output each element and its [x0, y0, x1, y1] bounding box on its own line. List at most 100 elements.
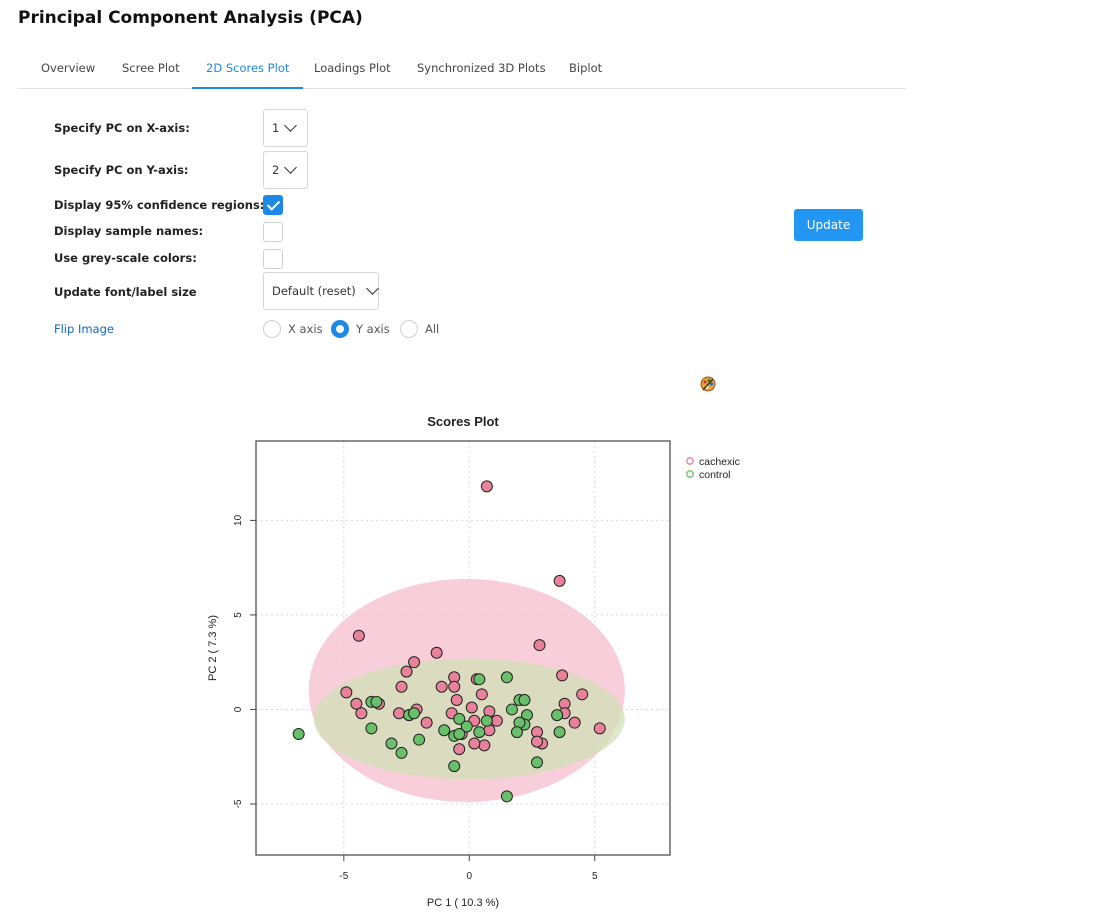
control-point: [413, 733, 426, 746]
cachexic-point: [420, 716, 433, 729]
cachexic-point: [533, 639, 546, 652]
cachexic-point: [478, 739, 491, 752]
control-point: [500, 790, 513, 803]
control-point: [448, 760, 461, 773]
confidence-regions-checkbox[interactable]: [263, 195, 283, 215]
tab-bar: Overview Scree Plot 2D Scores Plot Loadi…: [18, 50, 906, 89]
x-axis-ticks: -5 0 5: [339, 855, 598, 882]
flip-y-radio[interactable]: [331, 320, 349, 338]
cachexic-point: [350, 697, 363, 710]
control-point: [473, 726, 486, 739]
cachexic-point: [490, 714, 503, 727]
flip-all-label: All: [425, 322, 440, 336]
tab-loadings-plot[interactable]: Loadings Plot: [314, 61, 391, 75]
cachexic-point: [435, 680, 448, 693]
palette-icon[interactable]: [700, 376, 716, 392]
cachexic-point: [448, 680, 461, 693]
tab-biplot[interactable]: Biplot: [569, 61, 603, 75]
control-point: [395, 746, 408, 759]
control-point: [473, 673, 486, 686]
confidence-regions-label: Display 95% confidence regions:: [54, 198, 265, 212]
flip-image-label: Flip Image: [54, 322, 114, 336]
cachexic-point: [531, 735, 544, 748]
plot-frame: [255, 440, 671, 856]
x-tick-label: -5: [339, 871, 348, 882]
control-point: [365, 722, 378, 735]
flip-x-radio[interactable]: [263, 320, 281, 338]
control-point: [500, 671, 513, 684]
control-point: [531, 756, 544, 769]
flip-x-label: X axis: [288, 322, 323, 336]
control-legend-marker: [686, 470, 694, 478]
control-point: [551, 709, 564, 722]
cachexic-legend-label: cachexic: [699, 456, 740, 468]
cachexic-point: [408, 656, 421, 669]
x-tick-label: 5: [592, 871, 598, 882]
grey-scale-label: Use grey-scale colors:: [54, 251, 197, 265]
font-size-value: Default (reset): [272, 284, 356, 298]
confidence-ellipses: [308, 579, 625, 803]
control-point: [553, 726, 566, 739]
tab-scree-plot[interactable]: Scree Plot: [122, 61, 180, 75]
page-title: Principal Component Analysis (PCA): [18, 8, 363, 28]
chevron-down-icon: [284, 161, 298, 174]
scores-plot-chart: Scores Plot -5 0 5 -5 0 5 10 PC 1 ( 10.3 %) P…: [207, 414, 740, 909]
chart-title: Scores Plot: [427, 414, 499, 429]
cachexic-point: [400, 665, 413, 678]
control-point: [408, 707, 421, 720]
chevron-down-icon: [365, 282, 379, 295]
tab-synchronized-3d-plots[interactable]: Synchronized 3D Plots: [417, 61, 546, 75]
cachexic-point: [395, 680, 408, 693]
tab-overview[interactable]: Overview: [41, 61, 96, 75]
cachexic-point: [468, 737, 481, 750]
pc-y-select[interactable]: 2: [263, 151, 308, 189]
control-point: [385, 737, 398, 750]
control-point: [518, 693, 531, 706]
pc-x-select[interactable]: 1: [263, 109, 308, 147]
pc-x-value: 1: [272, 121, 280, 135]
flip-all-radio[interactable]: [400, 320, 418, 338]
tab-2d-scores-plot[interactable]: 2D Scores Plot: [192, 50, 304, 89]
pc-x-label: Specify PC on X-axis:: [54, 121, 190, 135]
cachexic-legend-marker: [686, 457, 694, 465]
control-legend-label: control: [699, 469, 731, 481]
font-size-select[interactable]: Default (reset): [263, 272, 379, 310]
pc-y-value: 2: [272, 163, 280, 177]
control-point: [480, 714, 493, 727]
cachexic-point: [355, 707, 368, 720]
update-button[interactable]: Update: [794, 209, 863, 241]
pc-y-label: Specify PC on Y-axis:: [54, 163, 189, 177]
sample-names-checkbox[interactable]: [263, 222, 283, 242]
cachexic-point: [453, 743, 466, 756]
cachexic-point: [480, 480, 493, 493]
y-tick-label: 0: [233, 706, 244, 712]
y-axis-ticks: -5 0 5 10: [233, 514, 256, 808]
control-point: [453, 728, 466, 741]
x-tick-label: 0: [466, 871, 472, 882]
y-tick-label: 10: [233, 514, 244, 526]
y-axis-label: PC 2 ( 7.3 %): [207, 615, 219, 681]
control-point: [505, 703, 518, 716]
chevron-down-icon: [284, 119, 298, 132]
grey-scale-checkbox[interactable]: [263, 249, 283, 269]
cachexic-point: [465, 701, 478, 714]
y-tick-label: 5: [233, 612, 244, 618]
cachexic-point: [340, 686, 353, 699]
control-point: [292, 728, 305, 741]
data-points: [292, 480, 606, 803]
control-point: [453, 712, 466, 725]
cachexic-point: [553, 574, 566, 587]
cachexic-point: [475, 688, 488, 701]
cachexic-point: [393, 707, 406, 720]
font-size-label: Update font/label size: [54, 285, 197, 299]
x-axis-label: PC 1 ( 10.3 %): [427, 897, 499, 909]
flip-y-label: Y axis: [356, 322, 390, 336]
control-point: [460, 720, 473, 733]
cachexic-point: [450, 693, 463, 706]
y-tick-label: -5: [233, 799, 244, 808]
cachexic-point: [593, 722, 606, 735]
cachexic-point: [430, 646, 443, 659]
cachexic-point: [568, 716, 581, 729]
control-point: [370, 695, 383, 708]
